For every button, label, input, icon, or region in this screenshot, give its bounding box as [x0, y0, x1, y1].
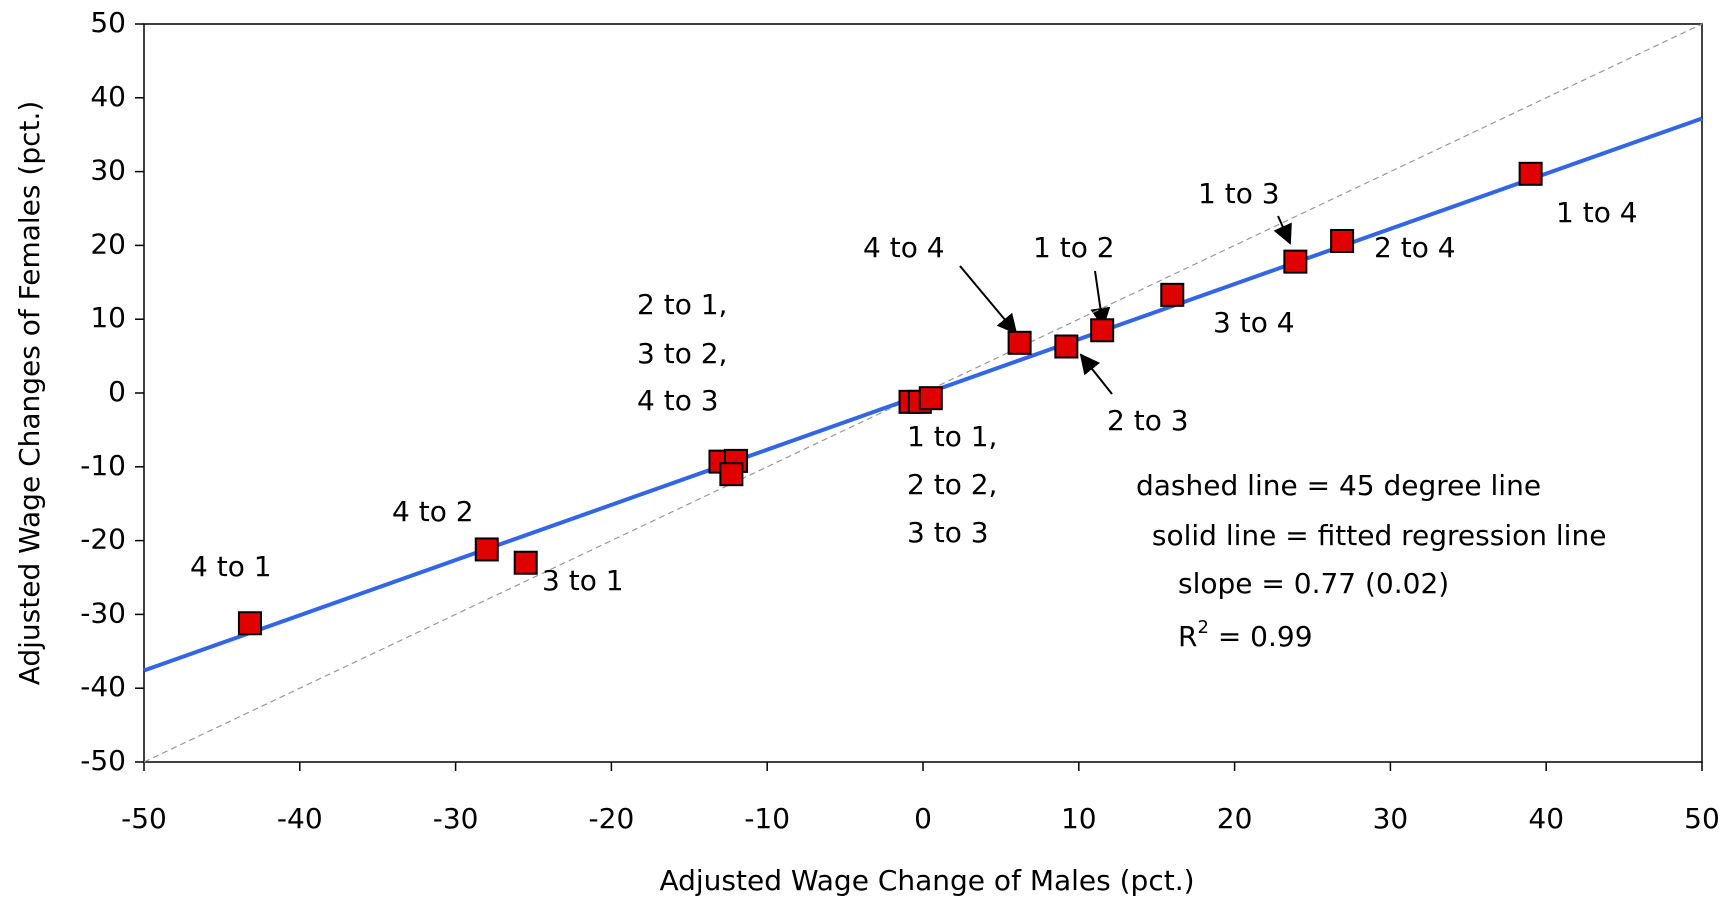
x-axis-title: Adjusted Wage Change of Males (pct.) — [659, 864, 1194, 897]
annotation: 4 to 2 — [392, 495, 474, 528]
annotation: 3 to 1 — [542, 564, 624, 597]
y-tick-label: 50 — [90, 6, 126, 39]
annotation: 4 to 4 — [863, 231, 945, 264]
arrow — [959, 265, 1018, 335]
point — [1007, 330, 1032, 355]
arrows — [959, 215, 1292, 395]
annotation: 2 to 3 — [1107, 404, 1189, 437]
point — [513, 550, 538, 575]
y-tick-label: -30 — [80, 596, 126, 629]
annotation: 3 to 2, — [637, 337, 727, 370]
point — [1090, 318, 1115, 343]
annotation: 1 to 3 — [1198, 177, 1280, 210]
x-tick-label: -50 — [121, 802, 167, 835]
annotation: 4 to 1 — [190, 550, 272, 583]
y-tick-label: -40 — [80, 670, 126, 703]
y-tick-label: -10 — [80, 449, 126, 482]
r-text: = 0.99 — [1209, 620, 1313, 653]
x-tick-label: 40 — [1528, 802, 1564, 835]
annotation: 2 to 4 — [1374, 231, 1456, 264]
annotation: dashed line = 45 degree line — [1136, 469, 1541, 502]
point — [719, 462, 744, 487]
x-tick-label: -10 — [744, 802, 790, 835]
annotation: 4 to 3 — [637, 384, 719, 417]
y-tick-label: 0 — [108, 375, 126, 408]
annotation: 2 to 1, — [637, 288, 727, 321]
annotation: 3 to 3 — [907, 516, 989, 549]
y-tick-label: -50 — [80, 744, 126, 777]
annotation: slope = 0.77 (0.02) — [1178, 567, 1449, 600]
annotation: 1 to 1, — [907, 420, 997, 453]
point — [918, 386, 943, 411]
y-tick-label: 30 — [90, 154, 126, 187]
x-tick-label: 20 — [1217, 802, 1253, 835]
point — [1518, 161, 1543, 186]
point — [1160, 282, 1185, 307]
x-tick-label: 10 — [1061, 802, 1097, 835]
r-sup: 2 — [1197, 617, 1208, 638]
r-squared: R2 = 0.99 — [1178, 617, 1313, 653]
annotation: 2 to 2, — [907, 468, 997, 501]
x-tick-label: -40 — [277, 802, 323, 835]
y-tick-label: 10 — [90, 301, 126, 334]
point — [1330, 228, 1355, 253]
x-tick-label: 50 — [1684, 802, 1720, 835]
x-tick-label: 30 — [1373, 802, 1409, 835]
y-tick-label: 40 — [90, 80, 126, 113]
x-tick-label: -30 — [433, 802, 479, 835]
arrow — [1273, 215, 1292, 245]
r-base: R — [1178, 620, 1197, 653]
point — [237, 611, 262, 636]
x-tick-label: -20 — [589, 802, 635, 835]
x-tick-label: 0 — [914, 802, 932, 835]
y-tick-label: -20 — [80, 523, 126, 556]
point — [1054, 334, 1079, 359]
arrow — [1090, 270, 1111, 328]
annotation: solid line = fitted regression line — [1143, 519, 1606, 552]
annotation: 1 to 2 — [1033, 231, 1115, 264]
arrow — [1079, 353, 1113, 395]
point — [474, 537, 499, 562]
annotation: 1 to 4 — [1556, 196, 1638, 229]
annotation: 3 to 4 — [1213, 306, 1295, 339]
point — [1283, 249, 1308, 274]
y-tick-label: 20 — [90, 227, 126, 260]
y-axis-title: Adjusted Wage Changes of Females (pct.) — [13, 101, 46, 686]
